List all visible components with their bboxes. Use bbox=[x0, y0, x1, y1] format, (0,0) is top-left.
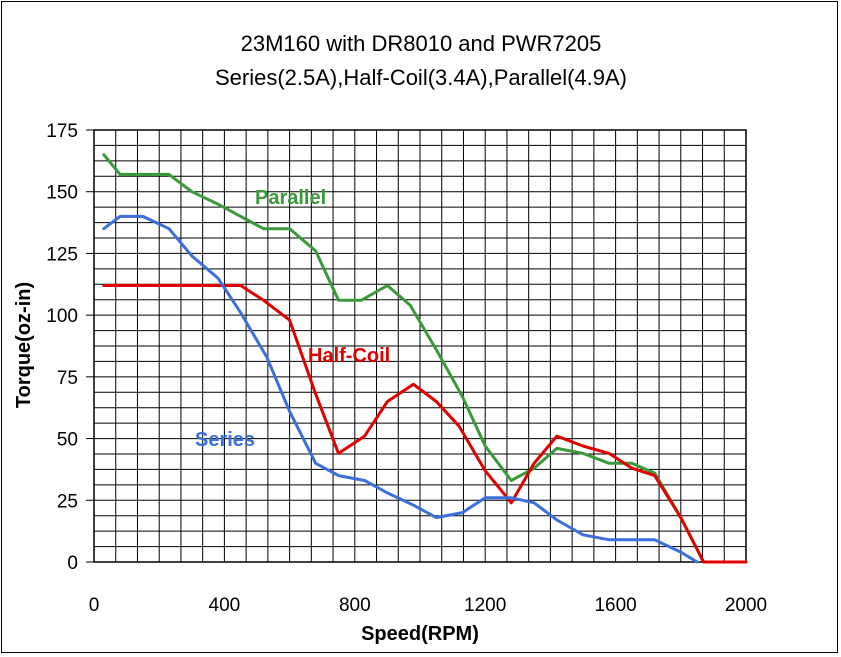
annotation-parallel: Parallel bbox=[255, 187, 326, 209]
series-line-half-coil bbox=[102, 284, 748, 564]
y-tick-label: 100 bbox=[46, 306, 78, 327]
y-tick-label: 25 bbox=[57, 491, 78, 512]
x-tick-label: 1600 bbox=[594, 595, 636, 616]
y-tick-label: 0 bbox=[67, 553, 78, 574]
annotation-half-coil: Half-Coil bbox=[308, 345, 390, 367]
chart-title: 23M160 with DR8010 and PWR7205 bbox=[241, 31, 602, 56]
plot-border bbox=[93, 129, 747, 563]
x-tick-label: 2000 bbox=[725, 595, 767, 616]
y-tick-label: 75 bbox=[57, 368, 78, 389]
x-tick-label: 400 bbox=[209, 595, 241, 616]
x-tick-label: 0 bbox=[89, 595, 100, 616]
y-tick-label: 150 bbox=[46, 183, 78, 204]
series-line-parallel bbox=[102, 153, 748, 564]
y-axis-label: Torque(oz-in) bbox=[13, 282, 35, 408]
series-annotations: Parallel Half-Coil Series bbox=[195, 187, 390, 451]
axes bbox=[93, 129, 747, 563]
y-tick-label: 125 bbox=[46, 244, 78, 265]
x-tick-label: 800 bbox=[339, 595, 371, 616]
chart-subtitle: Series(2.5A),Half-Coil(3.4A),Parallel(4.… bbox=[215, 65, 627, 90]
y-tick-label: 50 bbox=[57, 430, 78, 451]
series-lines bbox=[102, 153, 748, 564]
x-axis-label: Speed(RPM) bbox=[361, 623, 479, 645]
series-line-series bbox=[102, 214, 699, 564]
grid-lines bbox=[93, 129, 747, 563]
y-tick-labels: 0 25 50 75 100 125 150 175 bbox=[46, 121, 94, 574]
annotation-series: Series bbox=[195, 429, 255, 451]
x-tick-labels: 0 400 800 1200 1600 2000 bbox=[89, 595, 767, 616]
y-tick-label: 175 bbox=[46, 121, 78, 142]
x-tick-label: 1200 bbox=[464, 595, 506, 616]
